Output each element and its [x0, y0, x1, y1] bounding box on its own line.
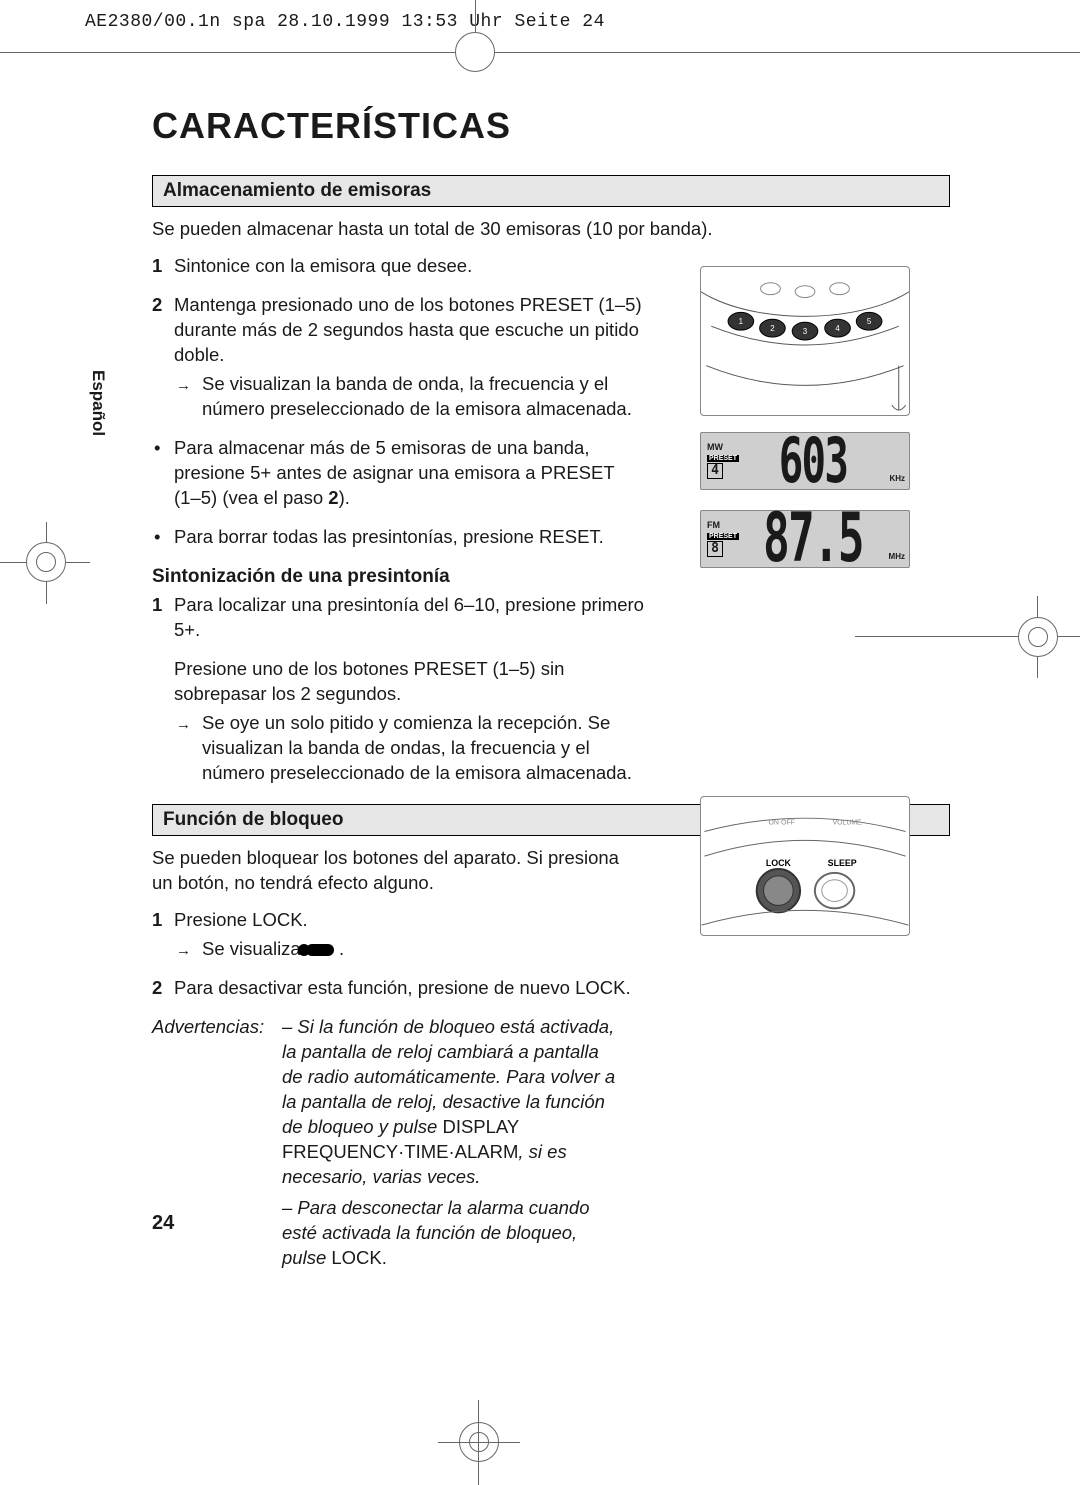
page-title: CARACTERÍSTICAS: [152, 105, 950, 147]
warning-block: Advertencias: – Si la función de bloqueo…: [152, 1015, 950, 1271]
section2-intro: Se pueden bloquear los botones del apara…: [152, 846, 632, 896]
step-result: Se visualizan la banda de onda, la frecu…: [202, 372, 654, 422]
step-result: Se visualiza .: [202, 937, 654, 962]
step-number: 2: [152, 976, 174, 1001]
bullet-icon: •: [152, 436, 174, 511]
crop-mark: [0, 52, 1080, 53]
print-header: AE2380/00.1n spa 28.10.1999 13:53 Uhr Se…: [85, 12, 605, 32]
lcd-preset-num: 8: [707, 541, 723, 557]
step-text: Para localizar una presintonía del 6–10,…: [174, 593, 654, 643]
figure-lcd-fm: FM PRESET 8 87.5 MHz: [700, 510, 910, 568]
lcd-unit: MHz: [883, 552, 909, 567]
key-lock-icon: [306, 944, 334, 956]
section-heading-storage: Almacenamiento de emisoras: [152, 175, 950, 207]
figure-lock-sleep: ON·OFF VOLUME LOCK SLEEP: [700, 796, 910, 936]
page-content: CARACTERÍSTICAS Almacenamiento de emisor…: [130, 60, 950, 1271]
page-number: 24: [152, 1212, 174, 1235]
warning-text: – Si la función de bloqueo está activada…: [282, 1015, 622, 1271]
lcd-frequency: 87.5: [754, 500, 873, 578]
arrow-icon: [174, 372, 202, 422]
lcd-band: FM: [707, 521, 743, 531]
crop-mark: [1028, 627, 1048, 647]
svg-text:4: 4: [835, 324, 840, 333]
step-number: 1: [152, 254, 174, 279]
lock-label: LOCK: [766, 858, 792, 868]
svg-text:VOLUME: VOLUME: [833, 820, 862, 827]
step-number: 1: [152, 908, 174, 962]
arrow-icon: [174, 711, 202, 786]
step-number: [152, 657, 174, 786]
step-text: Mantenga presionado uno de los botones P…: [174, 294, 642, 365]
figure-radio-top: 1 2 3 4 5: [700, 266, 910, 416]
step-number: 1: [152, 593, 174, 643]
svg-text:3: 3: [803, 327, 808, 336]
crop-mark: [36, 552, 56, 572]
bullet-text: Para borrar todas las presintonías, pres…: [174, 525, 644, 550]
arrow-icon: [174, 937, 202, 962]
step-text: Presione uno de los botones PRESET (1–5)…: [174, 658, 564, 704]
step-result: Se oye un solo pitido y comienza la rece…: [202, 711, 654, 786]
substep-2: Presione uno de los botones PRESET (1–5)…: [152, 657, 950, 786]
sleep-label: SLEEP: [828, 858, 857, 868]
lcd-band: MW: [707, 443, 743, 453]
language-tab: Español: [88, 370, 108, 436]
step-text: Presione LOCK.: [174, 909, 308, 930]
lcd-unit: KHz: [883, 474, 909, 489]
svg-text:1: 1: [739, 317, 743, 326]
step-number: 2: [152, 293, 174, 422]
crop-mark: [469, 1432, 489, 1452]
svg-text:2: 2: [770, 324, 774, 333]
lcd-frequency: 603: [754, 425, 873, 498]
bullet-icon: •: [152, 525, 174, 550]
lcd-preset-label: PRESET: [707, 455, 739, 463]
lcd-preset-label: PRESET: [707, 533, 739, 541]
step-text: Para desactivar esta función, presione d…: [174, 976, 654, 1001]
section1-intro: Se pueden almacenar hasta un total de 30…: [152, 217, 950, 242]
svg-text:ON·OFF: ON·OFF: [769, 820, 795, 827]
substep-1: 1 Para localizar una presintonía del 6–1…: [152, 593, 950, 643]
lcd-preset-num: 4: [707, 463, 723, 479]
step-text: Sintonice con la emisora que desee.: [174, 254, 654, 279]
bullet-text: Para almacenar más de 5 emisoras de una …: [174, 436, 644, 511]
figure-lcd-mw: MW PRESET 4 603 KHz: [700, 432, 910, 490]
lock-step-2: 2 Para desactivar esta función, presione…: [152, 976, 950, 1001]
svg-text:5: 5: [867, 317, 872, 326]
